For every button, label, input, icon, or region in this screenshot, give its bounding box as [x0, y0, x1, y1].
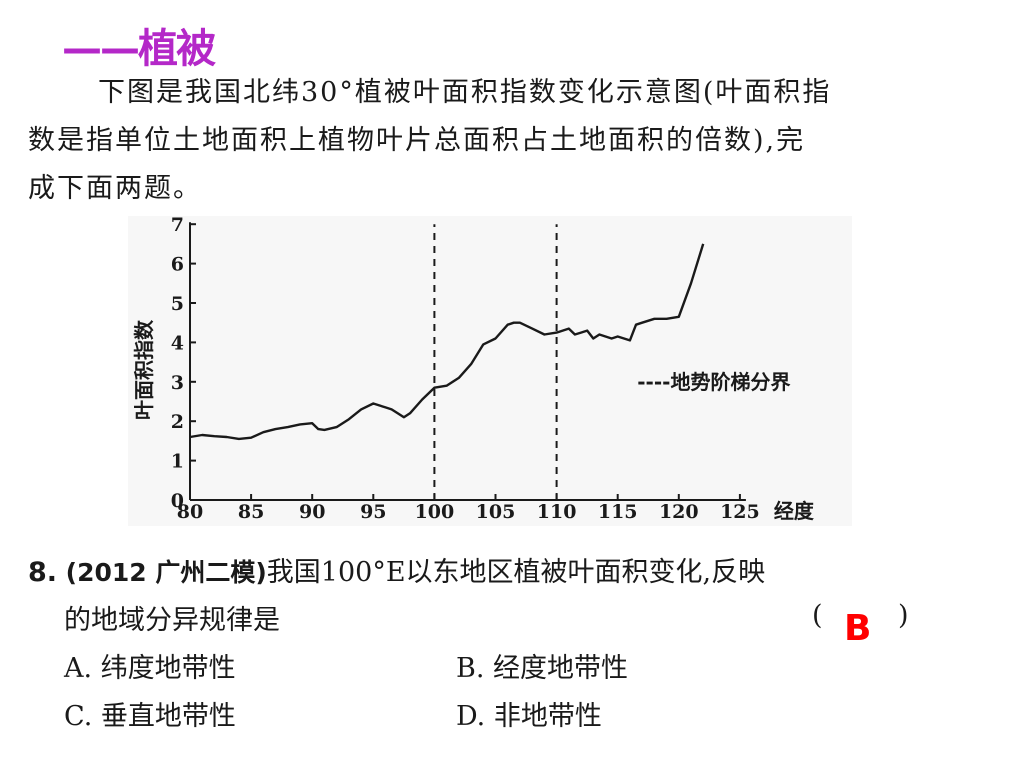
x-tick-label: 115 — [598, 501, 638, 523]
question-source: (2012 广州二模) — [65, 558, 267, 587]
x-tick-label: 85 — [238, 501, 264, 523]
question-text: 我国100°E以东地区植被叶面积变化,反映 — [266, 557, 766, 588]
answer-mark: B — [844, 608, 872, 649]
chart-background — [128, 216, 852, 526]
y-tick-label: 1 — [171, 451, 184, 473]
x-tick-label: 100 — [415, 501, 455, 523]
option-a[interactable]: A. 纬度地带性 — [64, 653, 236, 684]
intro-paragraph-line: 下图是我国北纬30°植被叶面积指数变化示意图(叶面积指 — [98, 77, 832, 108]
leaf-area-index-line — [189, 243, 705, 441]
y-axis-label: 叶面积指数 — [132, 319, 156, 420]
question-line: 的地域分异规律是 — [64, 605, 280, 636]
x-axis-label: 经度 — [774, 499, 815, 523]
option-c[interactable]: C. 垂直地带性 — [64, 701, 236, 732]
option-d[interactable]: D. 非地带性 — [456, 701, 602, 732]
leaf-area-index-chart: 80 85 90 95 100 105 110 115 120 125 0 1 2 3 4 5 6 7 经度 叶面积指… — [128, 214, 852, 526]
x-tick-label: 110 — [537, 501, 577, 523]
y-tick-label: 2 — [171, 411, 184, 433]
question-line: 8. (2012 广州二模)我国100°E以东地区植被叶面积变化,反映 — [28, 556, 765, 590]
y-tick-label: 4 — [171, 332, 184, 354]
x-tick-label: 90 — [299, 501, 325, 523]
section-heading: ——植被 — [62, 26, 216, 72]
x-tick-label: 95 — [360, 501, 386, 523]
intro-paragraph-line: 成下面两题。 — [28, 173, 202, 204]
y-tick-label: 3 — [171, 372, 184, 394]
question-number: 8. — [28, 557, 58, 588]
y-tick-label: 0 — [171, 490, 184, 512]
y-tick-label: 5 — [171, 293, 184, 315]
x-tick-label: 80 — [177, 501, 203, 523]
legend-label: ----地势阶梯分界 — [637, 370, 790, 394]
intro-paragraph-line: 数是指单位土地面积上植物叶片总面积占土地面积的倍数),完 — [28, 125, 806, 156]
option-b[interactable]: B. 经度地带性 — [456, 653, 629, 684]
answer-paren-open: ( — [812, 600, 823, 631]
x-tick-label: 105 — [476, 501, 516, 523]
x-tick-label: 120 — [659, 501, 699, 523]
y-tick-label: 7 — [171, 214, 184, 236]
x-tick-label: 125 — [720, 501, 760, 523]
y-tick-label: 6 — [171, 254, 184, 276]
answer-paren-close: ) — [898, 600, 909, 631]
